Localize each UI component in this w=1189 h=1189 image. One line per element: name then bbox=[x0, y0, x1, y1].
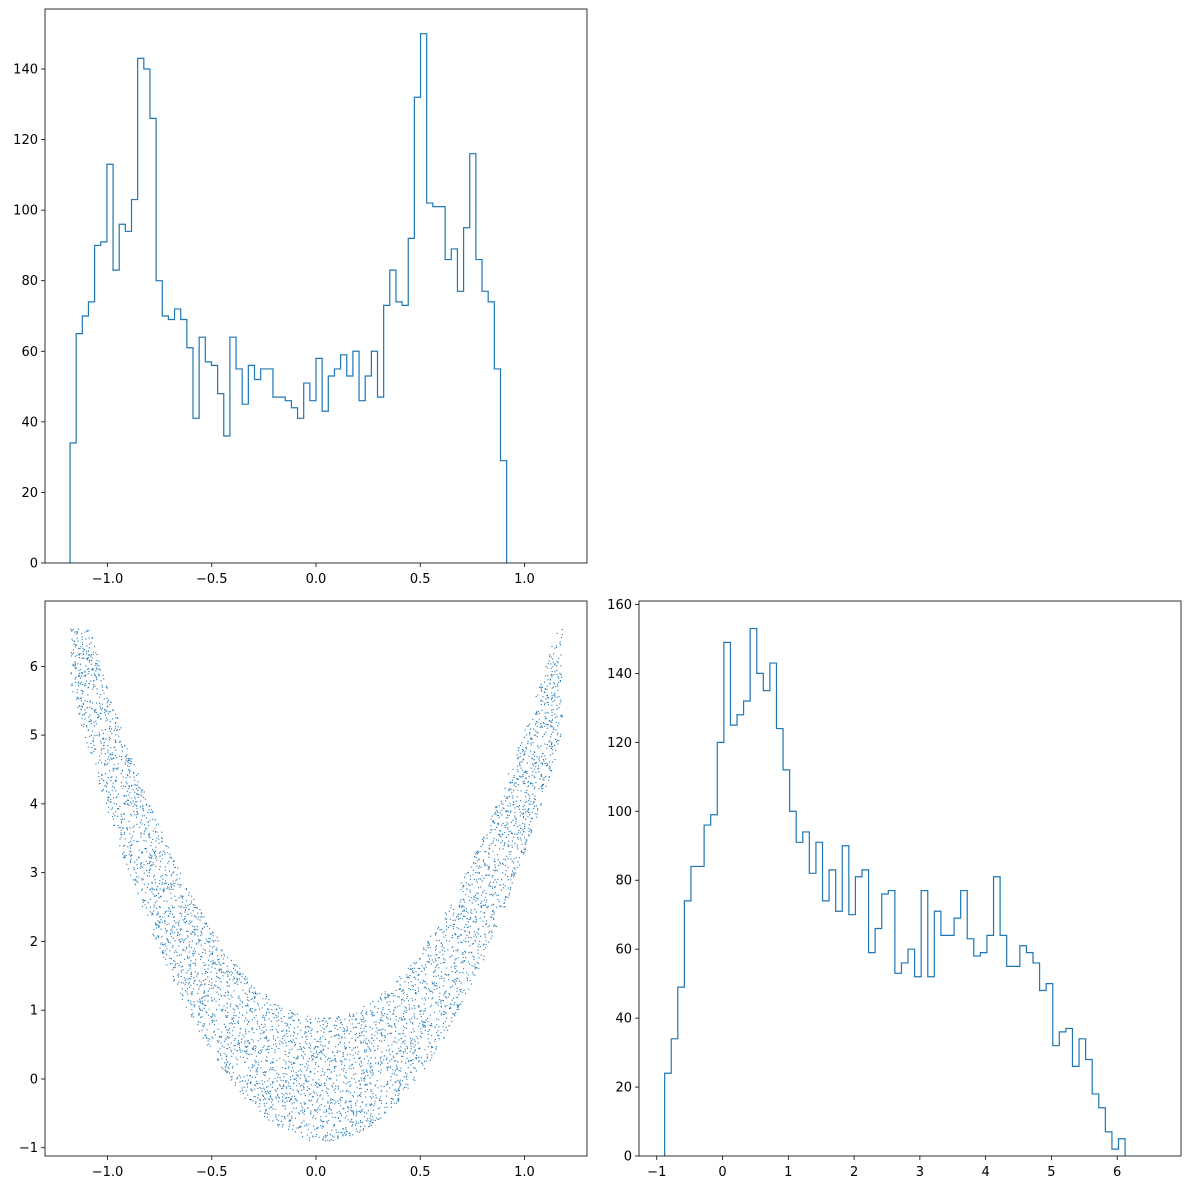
x-tick-label: −0.5 bbox=[196, 572, 228, 587]
x-tick-label: 4 bbox=[982, 1165, 990, 1180]
y-tick-label: 2 bbox=[30, 935, 38, 950]
y-tick-label: 6 bbox=[30, 660, 38, 675]
x-tick-label: 0.0 bbox=[306, 1165, 327, 1180]
y-tick-label: 120 bbox=[607, 736, 632, 751]
x-tick-label: 0 bbox=[718, 1165, 726, 1180]
histogram-step-line bbox=[664, 627, 1126, 1156]
x-tick-label: −0.5 bbox=[196, 1165, 228, 1180]
x-tick-label: 1 bbox=[784, 1165, 792, 1180]
y-tick-label: 4 bbox=[30, 797, 38, 812]
y-tick-label: 140 bbox=[13, 62, 38, 77]
y-tick-label: 120 bbox=[13, 133, 38, 148]
x-tick-label: −1 bbox=[647, 1165, 666, 1180]
y-tick-label: 160 bbox=[607, 598, 632, 613]
x-tick-label: 2 bbox=[850, 1165, 858, 1180]
histogram-step-line bbox=[69, 33, 508, 563]
y-tick-label: 80 bbox=[21, 274, 38, 289]
y-tick-label: 0 bbox=[30, 1072, 38, 1087]
y-tick-label: −1 bbox=[19, 1141, 38, 1156]
x-tick-label: −1.0 bbox=[92, 1165, 124, 1180]
axes-frame bbox=[44, 600, 588, 1157]
plot-area bbox=[664, 627, 1126, 1156]
y-tick-label: 5 bbox=[30, 729, 38, 744]
y-tick-label: 20 bbox=[615, 1081, 632, 1096]
axes-frame bbox=[44, 8, 588, 564]
x-tick-label: −1.0 bbox=[92, 572, 124, 587]
scatter-points bbox=[70, 628, 563, 1142]
x-tick-label: 3 bbox=[916, 1165, 924, 1180]
y-tick-label: 0 bbox=[624, 1150, 632, 1165]
y-tick-label: 80 bbox=[615, 874, 632, 889]
axes-frame bbox=[638, 600, 1182, 1157]
plot-area bbox=[69, 33, 508, 563]
y-tick-label: 3 bbox=[30, 866, 38, 881]
y-tick-label: 140 bbox=[607, 667, 632, 682]
x-tick-label: 0.0 bbox=[306, 572, 327, 587]
x-tick-label: 5 bbox=[1047, 1165, 1055, 1180]
x-tick-label: 1.0 bbox=[514, 572, 535, 587]
y-tick-label: 100 bbox=[607, 805, 632, 820]
x-tick-label: 1.0 bbox=[514, 1165, 535, 1180]
x-tick-label: 0.5 bbox=[410, 1165, 431, 1180]
y-tick-label: 0 bbox=[30, 557, 38, 572]
y-tick-label: 40 bbox=[21, 415, 38, 430]
xy-scatter-panel: −1.0 −0.5 0.0 0.5 1.0 −1 0 1 2 3 4 5 6 bbox=[19, 600, 588, 1180]
plot-area bbox=[70, 628, 563, 1142]
y-tick-label: 60 bbox=[21, 345, 38, 360]
y-tick-label: 40 bbox=[615, 1012, 632, 1027]
x-histogram-panel: −1.0 −0.5 0.0 0.5 1.0 0 20 40 60 80 100 120 140 bbox=[13, 8, 588, 587]
scatter-marker bbox=[70, 628, 563, 1142]
x-tick-label: 6 bbox=[1113, 1165, 1121, 1180]
x-tick-label: 0.5 bbox=[410, 572, 431, 587]
y-tick-label: 1 bbox=[30, 1004, 38, 1019]
y-tick-label: 60 bbox=[615, 943, 632, 958]
y-tick-label: 20 bbox=[21, 486, 38, 501]
y-tick-label: 100 bbox=[13, 204, 38, 219]
